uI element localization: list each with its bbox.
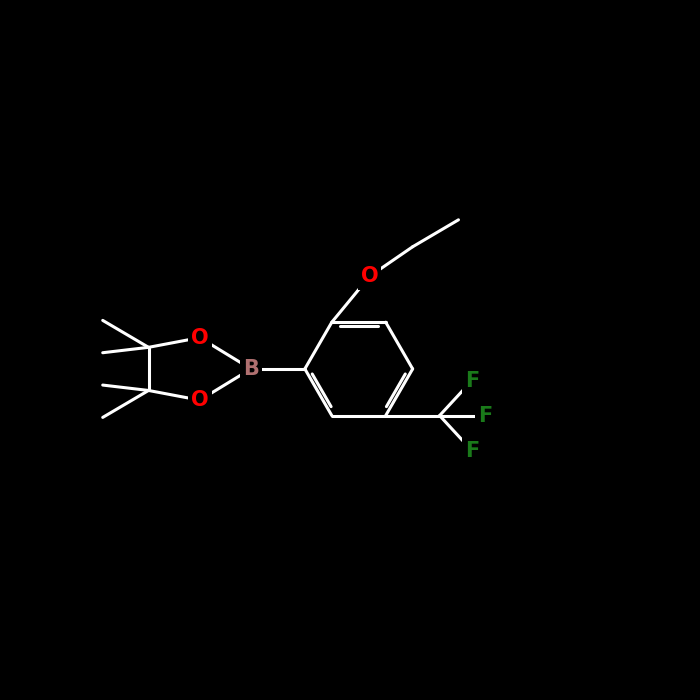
Text: B: B: [243, 359, 259, 379]
Text: O: O: [191, 390, 209, 410]
Text: F: F: [465, 370, 479, 391]
Text: F: F: [465, 440, 479, 461]
Text: F: F: [478, 405, 493, 426]
Text: O: O: [360, 267, 378, 286]
Text: O: O: [191, 328, 209, 348]
